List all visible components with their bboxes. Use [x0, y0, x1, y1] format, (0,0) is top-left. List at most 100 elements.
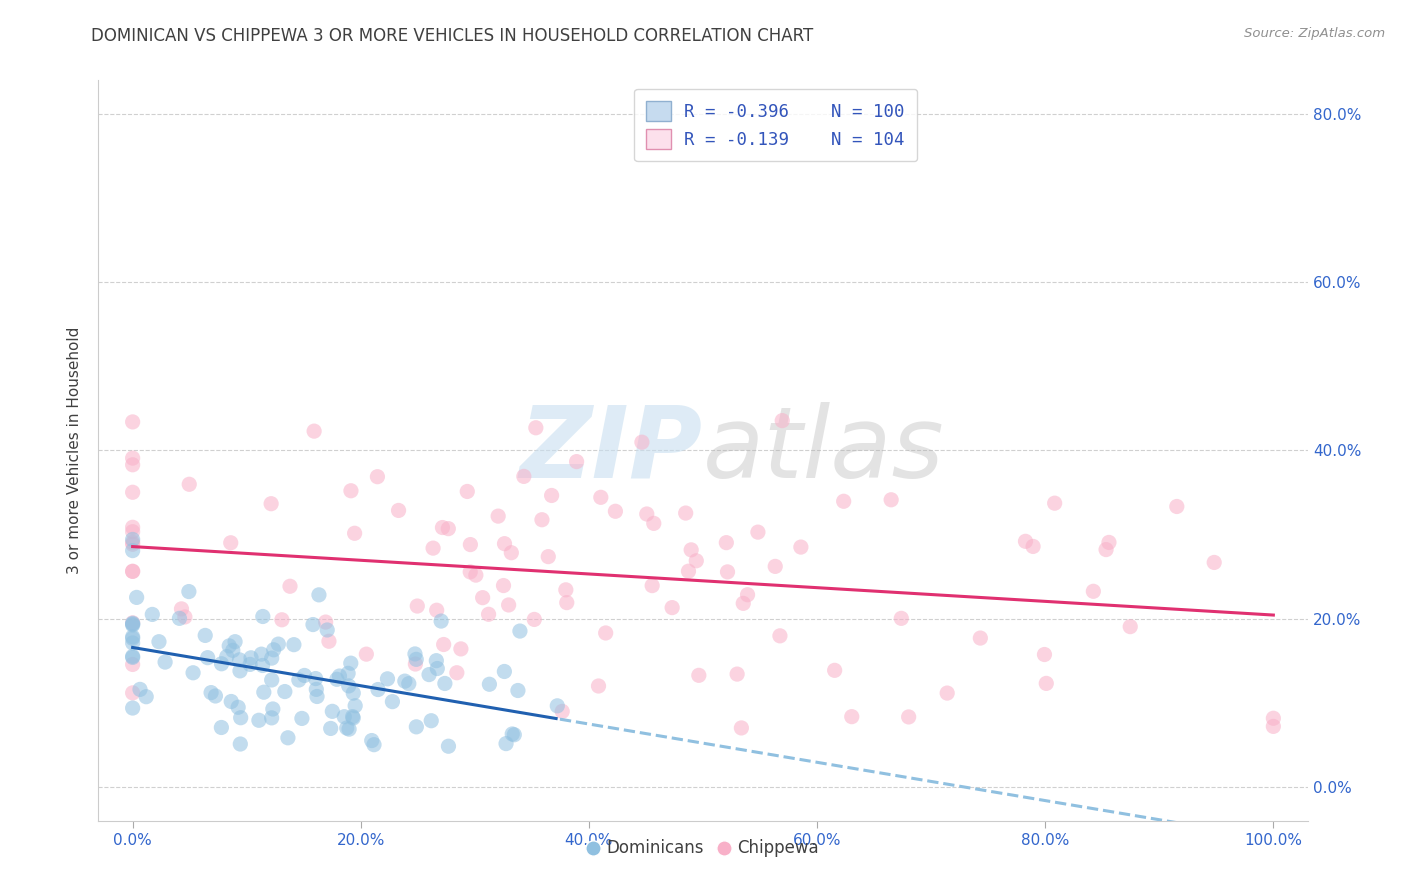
Point — [1263, 719, 1285, 733]
Point — [321, 704, 343, 718]
Point — [405, 652, 427, 666]
Point — [342, 709, 364, 723]
Point — [121, 543, 143, 558]
Point — [121, 632, 143, 646]
Point — [477, 607, 499, 622]
Point — [716, 535, 738, 549]
Point — [1035, 676, 1057, 690]
Point — [194, 628, 217, 642]
Point — [197, 650, 219, 665]
Point — [222, 643, 245, 657]
Point — [250, 647, 273, 661]
Point — [169, 611, 191, 625]
Point — [641, 579, 664, 593]
Point — [339, 656, 361, 670]
Point — [420, 714, 443, 728]
Point — [121, 485, 143, 500]
Point — [716, 565, 738, 579]
Point — [494, 536, 516, 550]
Point — [890, 611, 912, 625]
Point — [406, 599, 429, 613]
Point — [540, 488, 562, 502]
Point — [267, 637, 290, 651]
Point — [328, 669, 350, 683]
Point — [501, 546, 523, 560]
Point — [294, 668, 316, 682]
Point — [1098, 535, 1121, 549]
Point — [478, 677, 501, 691]
Point — [260, 497, 283, 511]
Point — [678, 564, 700, 578]
Point — [121, 524, 143, 539]
Point — [121, 657, 143, 672]
Point — [1022, 540, 1045, 554]
Point — [219, 694, 242, 708]
Point — [121, 564, 143, 578]
Point — [333, 709, 356, 723]
Point — [433, 676, 456, 690]
Point — [405, 720, 427, 734]
Point — [252, 658, 274, 673]
Point — [215, 649, 238, 664]
Point — [283, 638, 305, 652]
Point — [316, 623, 339, 637]
Point — [841, 709, 863, 723]
Point — [291, 711, 314, 725]
Point — [377, 672, 399, 686]
Point — [121, 520, 143, 534]
Point — [318, 634, 340, 648]
Point — [135, 690, 157, 704]
Point — [498, 598, 520, 612]
Point — [356, 647, 378, 661]
Text: ZIP: ZIP — [520, 402, 703, 499]
Point — [588, 679, 610, 693]
Point — [340, 483, 363, 498]
Point — [381, 695, 404, 709]
Point — [228, 653, 250, 667]
Point — [315, 615, 337, 629]
Point — [229, 737, 252, 751]
Point — [367, 682, 389, 697]
Point — [430, 614, 453, 628]
Point — [148, 634, 170, 648]
Point — [263, 642, 285, 657]
Point — [211, 657, 233, 671]
Point — [308, 588, 330, 602]
Point — [326, 673, 349, 687]
Legend: Dominicans, Chippewa: Dominicans, Chippewa — [581, 833, 825, 864]
Point — [274, 684, 297, 698]
Point — [595, 626, 617, 640]
Point — [636, 507, 658, 521]
Point — [546, 698, 568, 713]
Text: atlas: atlas — [703, 402, 945, 499]
Point — [643, 516, 665, 531]
Point — [747, 525, 769, 540]
Point — [336, 721, 359, 735]
Point — [464, 568, 486, 582]
Point — [260, 673, 283, 687]
Point — [824, 663, 846, 677]
Point — [437, 739, 460, 754]
Point — [121, 616, 143, 631]
Point — [437, 522, 460, 536]
Point — [675, 506, 697, 520]
Point — [880, 492, 903, 507]
Point — [486, 509, 509, 524]
Point — [179, 477, 201, 491]
Point — [404, 647, 426, 661]
Point — [492, 578, 515, 592]
Point — [432, 520, 454, 534]
Point — [450, 641, 472, 656]
Point — [153, 655, 176, 669]
Point — [200, 685, 222, 699]
Point — [589, 491, 612, 505]
Point — [897, 710, 920, 724]
Point — [398, 676, 420, 690]
Point — [121, 415, 143, 429]
Point — [565, 454, 588, 468]
Point — [121, 458, 143, 472]
Point — [253, 685, 276, 699]
Point — [209, 721, 232, 735]
Point — [342, 711, 364, 725]
Point — [344, 698, 367, 713]
